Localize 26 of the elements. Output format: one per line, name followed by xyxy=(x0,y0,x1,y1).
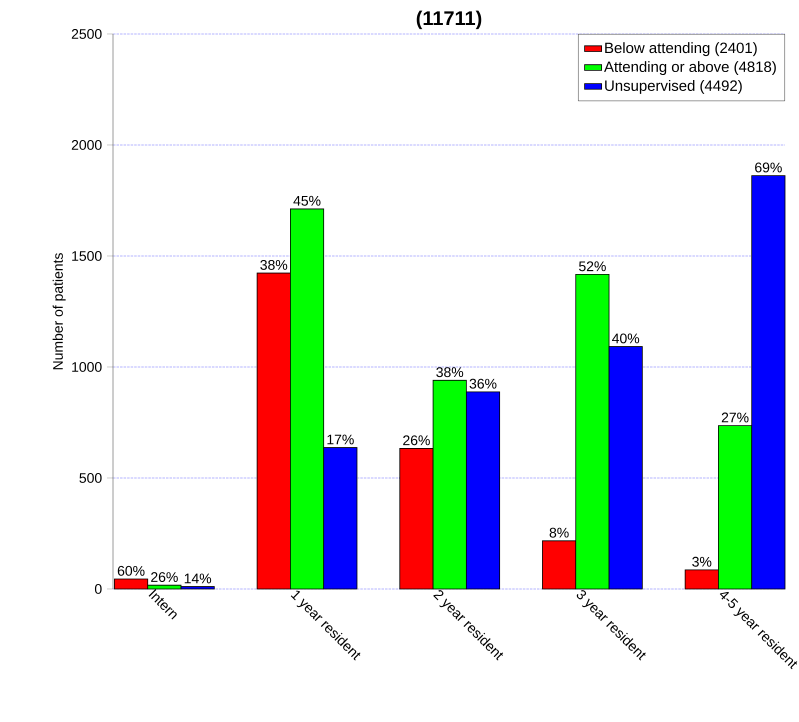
y-axis-title: Number of patients xyxy=(52,253,66,370)
annotation: 27% xyxy=(722,412,749,422)
y-tick-label: 1500 xyxy=(72,251,102,261)
legend-label: Attending or above (4818) xyxy=(604,61,776,76)
legend-label: Below attending (2401) xyxy=(605,42,757,56)
annotation: 52% xyxy=(579,261,606,272)
legend-label: Unsupervised (4492) xyxy=(605,80,742,94)
annotation: 36% xyxy=(470,378,496,389)
y-tick-label: 0 xyxy=(94,584,102,594)
annotation: 26% xyxy=(151,572,178,582)
chart-title: (11711) xyxy=(416,10,482,30)
annotation: 8% xyxy=(550,528,569,538)
annotation: 38% xyxy=(260,260,288,270)
annotation: 40% xyxy=(612,333,640,344)
y-tick-label: 1000 xyxy=(72,362,102,372)
annotation: 45% xyxy=(293,196,321,206)
annotation: 26% xyxy=(403,435,430,446)
y-tick-label: 2500 xyxy=(72,29,102,39)
annotation: 38% xyxy=(436,367,464,378)
annotation: 14% xyxy=(184,574,212,584)
y-tick-label: 2000 xyxy=(72,140,102,150)
annotation: 17% xyxy=(327,434,354,444)
annotation: 69% xyxy=(755,162,782,172)
y-tick-label: 500 xyxy=(79,473,102,483)
annotation: 60% xyxy=(118,566,145,576)
annotation: 3% xyxy=(692,556,712,567)
